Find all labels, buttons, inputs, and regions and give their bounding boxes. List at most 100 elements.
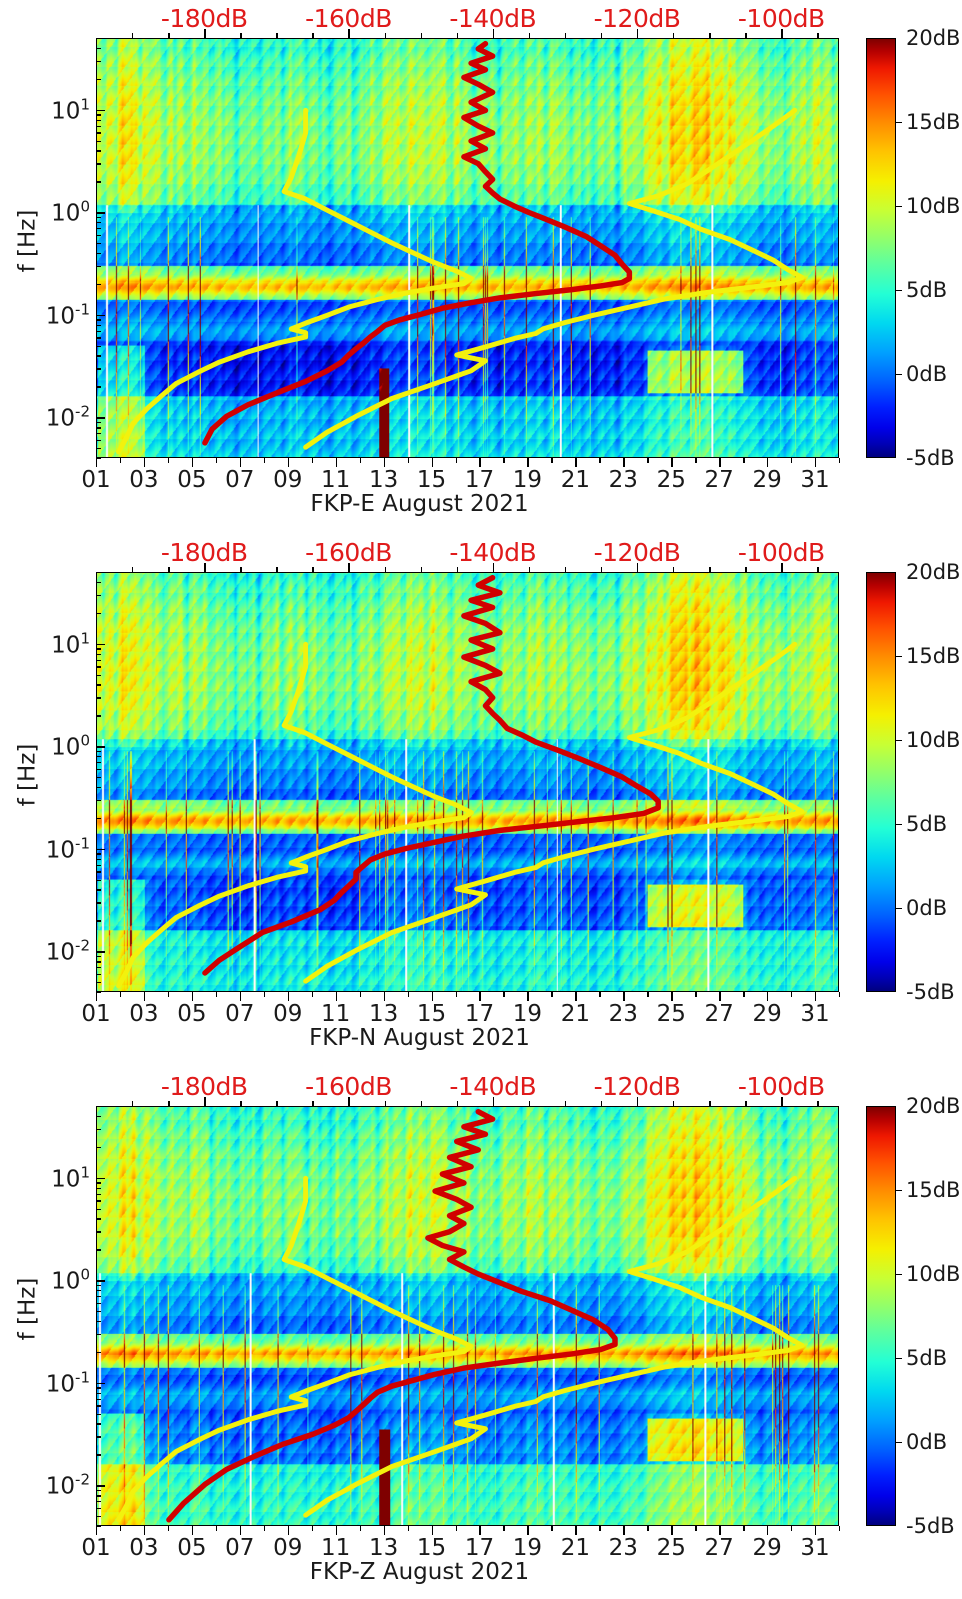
top-db-tick-label: -100dB (737, 4, 825, 33)
colorbar-tick-label: 5dB (906, 278, 948, 302)
x-tick-mark (527, 992, 529, 1001)
x-minor-tick (503, 1526, 505, 1531)
x-tick-mark (383, 458, 385, 467)
y-minor-tick (96, 973, 101, 976)
x-tick-label: 19 (512, 1535, 543, 1561)
y-minor-tick (96, 243, 101, 245)
y-minor-tick (96, 448, 101, 450)
y-minor-tick (96, 125, 101, 127)
x-minor-tick (599, 458, 601, 463)
colorbar-tick-label: 0dB (906, 1430, 948, 1454)
colorbar-tick-label: -5dB (906, 446, 955, 470)
top-db-minor-tick (384, 33, 386, 38)
top-db-tick-label: -160dB (305, 538, 392, 567)
y-minor-tick (96, 648, 101, 650)
top-db-minor-tick (312, 567, 314, 572)
colorbar-tick-mark (896, 1358, 902, 1360)
x-tick-mark (527, 1526, 529, 1535)
colorbar-tick-label: 0dB (906, 362, 948, 386)
x-tick-mark (623, 458, 625, 467)
x-tick-mark (479, 992, 481, 1001)
y-minor-tick (96, 1106, 101, 1108)
y-minor-tick (96, 1501, 101, 1503)
y-minor-tick (96, 78, 101, 81)
top-db-tick-label: -120dB (593, 538, 681, 567)
y-tick-mark (96, 417, 105, 419)
y-tick-mark (96, 1280, 105, 1282)
colorbar-tick-label: 10dB (906, 194, 961, 218)
y-minor-tick (96, 433, 101, 435)
top-db-tick-label: -120dB (593, 4, 681, 33)
y-tick-mark (96, 1382, 105, 1385)
y-minor-tick (96, 330, 101, 332)
y-minor-tick (96, 715, 101, 717)
x-tick-label: 17 (464, 1535, 495, 1561)
top-db-tick-label: -140dB (449, 4, 537, 33)
y-minor-tick (96, 1200, 101, 1202)
curve-nlnm-low-noise-model (116, 641, 474, 989)
x-minor-tick (599, 992, 601, 997)
y-minor-tick (96, 1398, 101, 1400)
x-minor-tick (455, 1526, 457, 1531)
y-tick-mark (96, 746, 105, 748)
y-minor-tick (96, 47, 101, 50)
y-minor-tick (96, 1405, 101, 1407)
y-minor-tick (96, 324, 101, 326)
colorbar-tick-label: -5dB (906, 1514, 955, 1538)
x-tick-label: 01 (81, 467, 111, 493)
colorbar-tick-mark (896, 1190, 902, 1192)
x-tick-label: 15 (416, 1535, 447, 1561)
x-tick-mark (383, 992, 385, 1001)
y-minor-tick (96, 982, 101, 984)
y-tick-label: 10-2 (45, 402, 90, 432)
overlay-curves (116, 574, 805, 989)
x-tick-mark (575, 458, 577, 467)
y-minor-tick (96, 1115, 101, 1118)
y-tick-mark (96, 1485, 105, 1487)
colorbar (866, 38, 896, 458)
top-db-minor-tick (817, 33, 819, 38)
y-minor-tick (96, 427, 101, 429)
x-minor-tick (743, 458, 745, 463)
x-tick-mark (815, 992, 817, 1001)
top-db-minor-tick (420, 33, 422, 38)
top-db-tick-mark (348, 563, 350, 572)
y-minor-tick (96, 1413, 101, 1415)
colorbar-tick-label: 10dB (906, 728, 961, 752)
colorbar-tick-mark (896, 824, 902, 826)
y-minor-tick (96, 1208, 101, 1210)
x-tick-mark (191, 1526, 194, 1535)
colorbar-tick-mark (896, 656, 902, 658)
x-minor-tick (359, 992, 362, 997)
x-tick-mark (527, 458, 529, 467)
x-tick-label: 21 (560, 1535, 590, 1561)
y-minor-tick (96, 150, 101, 152)
top-db-tick-mark (348, 29, 350, 38)
x-tick-mark (431, 1526, 433, 1535)
y-minor-tick (96, 1387, 101, 1389)
x-minor-tick (263, 992, 266, 997)
y-minor-tick (96, 967, 101, 969)
curve-psd-median (166, 1108, 618, 1523)
top-db-minor-tick (240, 567, 242, 572)
x-tick-mark (767, 1526, 769, 1535)
top-db-minor-tick (528, 1101, 531, 1106)
colorbar-tick-label: 15dB (906, 1178, 961, 1202)
spectrogram-panel-fkp-z: -180dB -160dB -140dB -120dB -100dB 101 100 10-… (0, 1064, 962, 1599)
top-db-tick-label: -160dB (305, 4, 392, 33)
colorbar-tick-mark (896, 1442, 902, 1444)
x-tick-mark (575, 1526, 577, 1535)
y-axis: 101 100 10-1 10-2 (0, 38, 90, 458)
y-axis: 101 100 10-1 10-2 (0, 1106, 90, 1526)
y-tick-label: 101 (51, 1163, 90, 1192)
x-minor-tick (551, 458, 553, 463)
x-minor-tick (551, 992, 553, 997)
y-minor-tick (96, 1311, 101, 1313)
colorbar-tick-mark (896, 374, 902, 376)
colorbar-tick-label: -5dB (906, 980, 955, 1004)
y-minor-tick (96, 864, 101, 866)
y-tick-label: 10-1 (45, 300, 90, 330)
y-tick-label: 10-2 (45, 936, 90, 966)
x-tick-label: 29 (752, 467, 782, 493)
top-db-tick-mark (637, 1097, 639, 1106)
